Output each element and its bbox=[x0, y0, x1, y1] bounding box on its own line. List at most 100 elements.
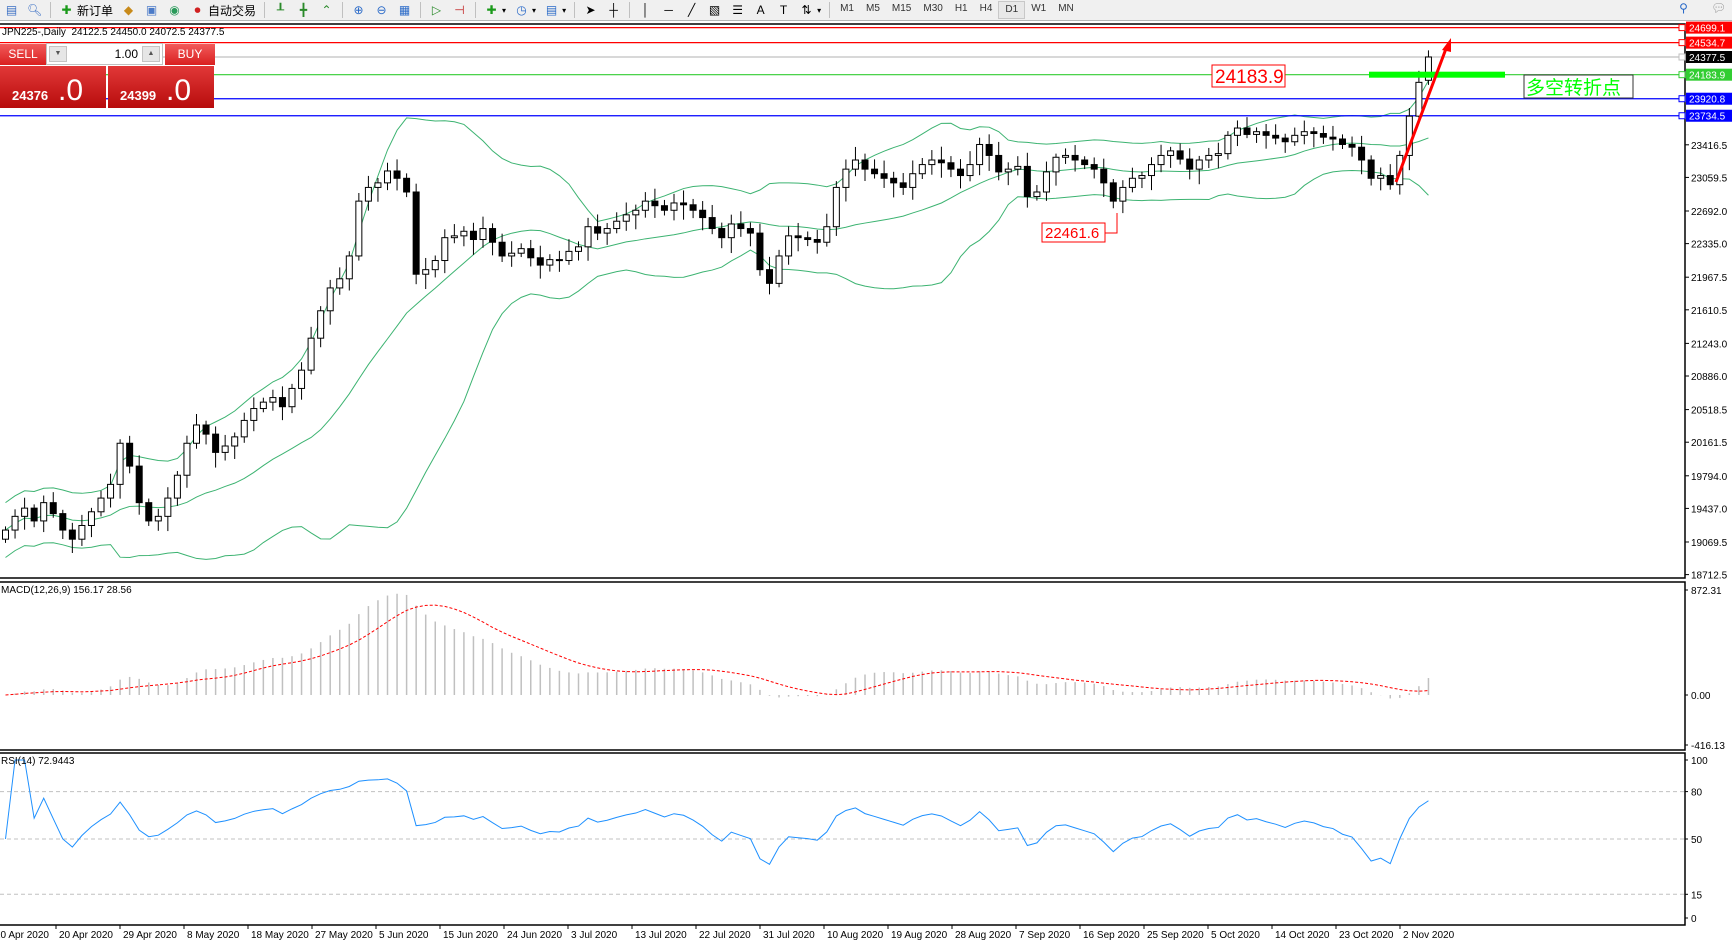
buy-button[interactable]: BUY bbox=[165, 44, 215, 65]
lot-size-value[interactable]: 1.00 bbox=[114, 47, 138, 61]
bear-candle-body bbox=[1262, 131, 1270, 136]
trendline-button[interactable]: ╱ bbox=[680, 1, 703, 19]
vertical-line-button[interactable]: │ bbox=[634, 1, 657, 19]
bar-chart-button[interactable]: ┸ bbox=[269, 1, 292, 19]
metaeditor-button[interactable]: ◆ bbox=[117, 1, 140, 19]
pivot-text-box[interactable] bbox=[1523, 74, 1634, 99]
search-icon[interactable]: ⚲ bbox=[1679, 1, 1688, 15]
terminal-icon: ▣ bbox=[145, 2, 158, 17]
bull-candle-body bbox=[11, 515, 19, 531]
clock-icon: ◷ bbox=[516, 2, 527, 17]
navigator-button[interactable]: ▤ bbox=[0, 1, 23, 19]
trend-arrow-line[interactable] bbox=[1394, 45, 1449, 183]
bull-candle-body bbox=[422, 269, 430, 275]
candle bbox=[1090, 157, 1098, 179]
candle bbox=[1281, 133, 1289, 153]
text-label-button[interactable]: T bbox=[772, 1, 795, 19]
cursor-arrow-icon: ➤ bbox=[585, 2, 596, 17]
level-price-label: 24699.1 bbox=[1689, 24, 1726, 35]
crosshair-button[interactable]: ┼ bbox=[602, 1, 625, 19]
lot-increase-button[interactable]: ▲ bbox=[142, 46, 160, 62]
new-order-button[interactable]: ✚ 新订单 bbox=[55, 1, 117, 19]
template-icon: ▤ bbox=[545, 2, 558, 17]
timeframe-mn[interactable]: MN bbox=[1058, 3, 1074, 14]
level-handle[interactable] bbox=[1678, 71, 1686, 79]
bear-candle-body bbox=[947, 162, 955, 170]
bull-candle-body bbox=[1033, 191, 1041, 198]
cursor-button[interactable]: ➤ bbox=[579, 1, 602, 19]
timeframe-h4[interactable]: H4 bbox=[979, 3, 993, 14]
bear-candle-body bbox=[1310, 131, 1318, 135]
indicators-button[interactable]: ✚ ▾ bbox=[480, 1, 510, 19]
level-handle[interactable] bbox=[1678, 95, 1686, 103]
bull-candle-body bbox=[97, 497, 105, 513]
text-button[interactable]: A bbox=[749, 1, 772, 19]
price-tick-label: 19794.0 bbox=[1691, 472, 1728, 483]
low-label-box[interactable] bbox=[1041, 222, 1106, 243]
buy-price-button[interactable]: 24399 .0 bbox=[108, 66, 214, 108]
lot-decrease-button[interactable]: ▼ bbox=[49, 46, 67, 62]
sell-button[interactable]: SELL bbox=[0, 44, 46, 65]
level-label-box[interactable] bbox=[1211, 64, 1286, 88]
timeframe-h1[interactable]: H1 bbox=[954, 3, 968, 14]
timeframe-m30[interactable]: M30 bbox=[923, 3, 943, 14]
sell-price-button[interactable]: 24376 .0 bbox=[0, 66, 106, 108]
vertical-line-icon: │ bbox=[641, 2, 650, 17]
zoom-out-button[interactable]: ⊖ bbox=[370, 1, 393, 19]
arrows-button[interactable]: ⇅ ▾ bbox=[795, 1, 825, 19]
chart-shift-button[interactable]: ⊣ bbox=[448, 1, 471, 19]
fibonacci-button[interactable]: ☰ bbox=[726, 1, 749, 19]
terminal-button[interactable]: ▣ bbox=[140, 1, 163, 19]
candle bbox=[479, 216, 487, 248]
bull-candle-body bbox=[345, 255, 353, 280]
candle bbox=[393, 159, 401, 191]
timeframe-d1[interactable]: D1 bbox=[998, 1, 1026, 19]
bear-candle-body bbox=[737, 223, 745, 230]
templates-button[interactable]: ▤ ▾ bbox=[545, 2, 567, 17]
timeframe-m5[interactable]: M5 bbox=[866, 3, 880, 14]
signals-button[interactable]: ◉ bbox=[163, 1, 186, 19]
bear-candle-body bbox=[746, 228, 754, 234]
bull-candle-body bbox=[40, 502, 48, 522]
bull-candle-body bbox=[1424, 56, 1432, 81]
timeframe-w1[interactable]: W1 bbox=[1031, 3, 1047, 14]
price-tick-label: 18712.5 bbox=[1691, 571, 1728, 582]
tile-windows-button[interactable]: ▦ bbox=[393, 1, 416, 19]
price-tick-label: 20886.0 bbox=[1691, 372, 1728, 383]
bull-candle-body bbox=[1195, 159, 1203, 170]
bull-candle-body bbox=[928, 159, 936, 166]
auto-scroll-icon: ▷ bbox=[431, 2, 442, 17]
candle bbox=[68, 522, 76, 553]
candle bbox=[1329, 125, 1337, 151]
level-handle[interactable] bbox=[1678, 112, 1686, 120]
bollinger-middle-band bbox=[5, 137, 1429, 531]
auto-trading-button[interactable]: ⏺ 自动交易 bbox=[186, 1, 260, 19]
bear-candle-body bbox=[1386, 175, 1394, 186]
candle bbox=[871, 159, 879, 179]
market-watch-button[interactable]: 🔍︎ bbox=[23, 1, 46, 19]
macd-signal-line bbox=[5, 604, 1429, 696]
line-chart-button[interactable]: ⌃ bbox=[315, 1, 338, 19]
level-handle[interactable] bbox=[1678, 39, 1686, 47]
periods-button[interactable]: ◷ ▾ bbox=[510, 1, 540, 19]
candle bbox=[173, 471, 181, 506]
bear-candle-body bbox=[1339, 138, 1346, 145]
candle bbox=[49, 492, 57, 518]
candle bbox=[1157, 144, 1165, 173]
chat-icon[interactable]: 💬︎ bbox=[1711, 1, 1727, 15]
auto-scroll-button[interactable]: ▷ bbox=[425, 1, 448, 19]
bull-candle-body bbox=[240, 419, 248, 438]
timeframe-m15[interactable]: M15 bbox=[891, 3, 912, 14]
zoom-in-button[interactable]: ⊕ bbox=[347, 1, 370, 19]
horizontal-line-button[interactable]: ─ bbox=[657, 1, 680, 19]
bull-candle-body bbox=[364, 186, 372, 202]
lot-size-field[interactable]: ▼ 1.00 ▲ bbox=[46, 43, 163, 65]
level-handle[interactable] bbox=[1678, 53, 1686, 61]
macd-axis-label: -416.13 bbox=[1691, 741, 1725, 752]
candle-chart-button[interactable]: ╋ bbox=[292, 1, 315, 19]
timeframe-m1[interactable]: M1 bbox=[840, 3, 854, 14]
equidistant-channel-button[interactable]: ▧ bbox=[703, 1, 726, 19]
candle bbox=[107, 473, 115, 508]
level-handle[interactable] bbox=[1678, 24, 1686, 32]
